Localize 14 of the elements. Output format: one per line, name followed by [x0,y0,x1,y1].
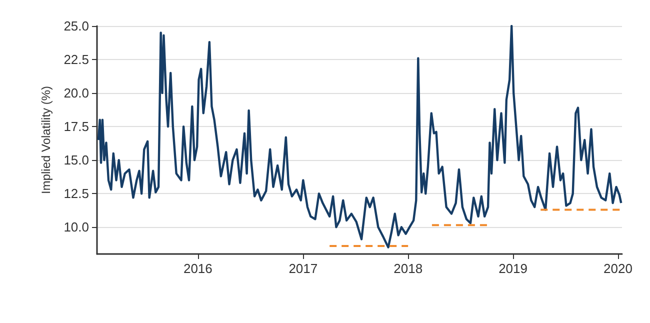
x-tick-label: 2020 [604,261,632,276]
y-tick-label: 10.0 [64,220,89,235]
x-tick-label: 2018 [394,261,423,276]
y-axis-title: Implied Volatility (%) [39,86,53,194]
y-tick-label: 12.5 [64,186,89,202]
y-tick-label: 20.0 [64,86,89,101]
y-tick-label: 22.5 [64,52,89,68]
x-tick-label: 2016 [183,261,212,276]
line-series [97,24,622,248]
y-tick-label: 17.5 [64,119,89,134]
x-tick-label: 2017 [288,261,318,276]
y-tick-label: 25.0 [64,18,89,34]
x-tick-label: 2019 [498,261,528,276]
y-tick-label: 15.0 [64,152,89,168]
